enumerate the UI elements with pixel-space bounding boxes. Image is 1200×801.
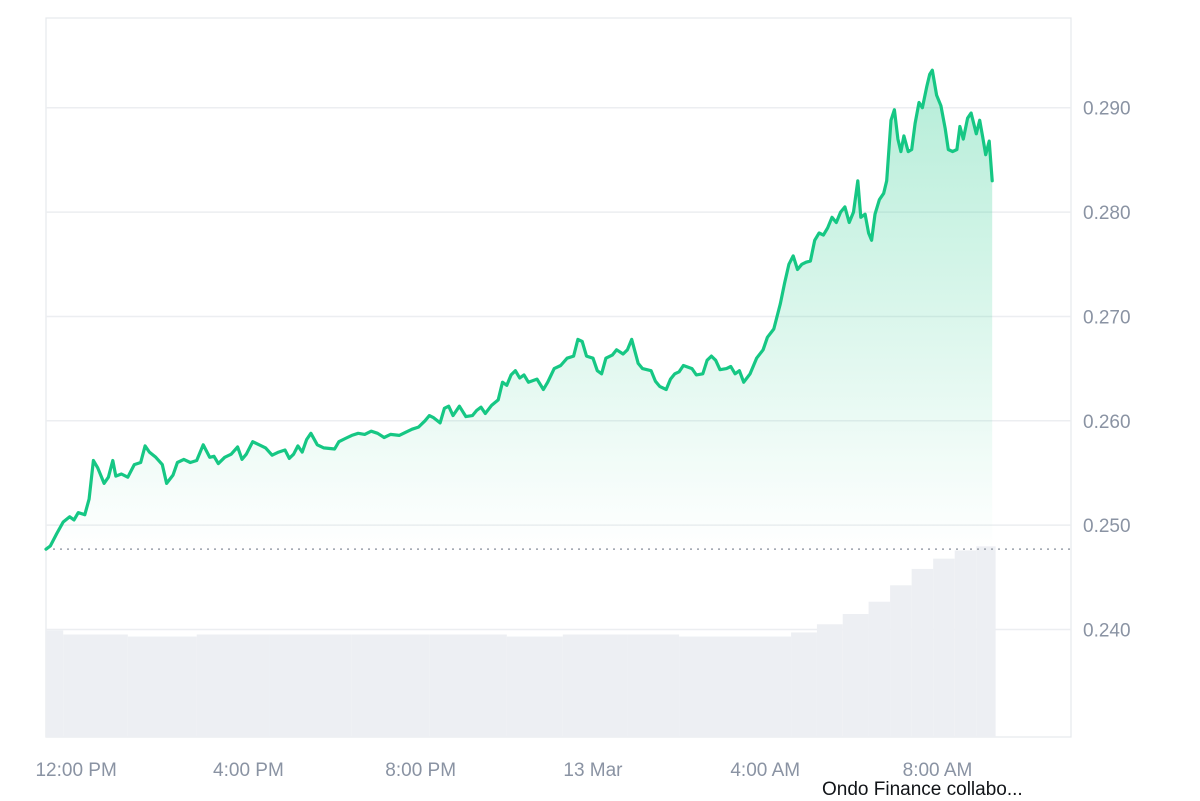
y-tick-label: 0.270 [1083,307,1131,328]
volume-bar [351,634,430,737]
volume-bar [627,634,680,737]
volume-bar [747,636,792,737]
volume-bar [127,636,197,737]
y-tick-label: 0.260 [1083,412,1131,433]
volume-bar [562,634,628,737]
volume-bars [46,546,996,737]
volume-bar [269,634,352,737]
volume-bar [46,630,64,737]
x-tick-label: 13 Mar [563,760,623,781]
volume-bar [933,558,955,737]
volume-bar [506,636,563,737]
volume-bar [63,634,128,737]
price-area-fill [46,70,993,550]
volume-bar [954,550,977,737]
volume-bar [816,624,843,737]
volume-bar [911,568,934,737]
x-tick-label: 8:00 AM [903,760,973,781]
volume-bar [890,585,912,737]
y-tick-label: 0.280 [1083,203,1131,224]
volume-bar [976,546,996,737]
y-tick-label: 0.240 [1083,621,1131,642]
volume-bar [791,632,817,737]
news-headline-link[interactable]: Ondo Finance collabo... [822,779,1023,800]
price-line[interactable] [44,68,994,551]
x-tick-label: 4:00 AM [730,760,800,781]
y-tick-label: 0.290 [1083,99,1131,120]
x-tick-label: 8:00 PM [385,760,456,781]
y-axis: 0.240 0.250 0.260 0.270 0.280 0.290 [1083,99,1131,642]
volume-bar [842,614,869,737]
volume-bar [679,636,748,737]
volume-bar [868,601,891,737]
y-tick-label: 0.250 [1083,516,1131,537]
x-tick-label: 4:00 PM [213,760,284,781]
volume-bar [196,634,270,737]
x-tick-label: 12:00 PM [35,760,116,781]
volume-bar [429,634,507,737]
x-axis: 12:00 PM 4:00 PM 8:00 PM 13 Mar 4:00 AM 8:00 … [35,760,972,781]
